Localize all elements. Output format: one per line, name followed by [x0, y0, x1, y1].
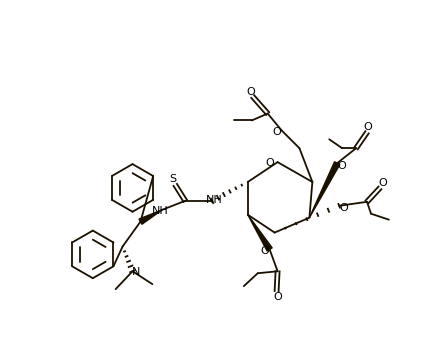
Text: S: S [169, 174, 176, 184]
Text: O: O [273, 292, 281, 302]
Text: O: O [378, 178, 387, 188]
Text: NH: NH [205, 195, 222, 205]
Text: O: O [363, 122, 372, 132]
Text: O: O [264, 158, 273, 168]
Text: O: O [260, 246, 268, 256]
Text: N: N [132, 267, 140, 277]
Text: O: O [246, 87, 255, 97]
Text: NH: NH [152, 206, 168, 216]
Text: O: O [339, 203, 348, 213]
Polygon shape [247, 215, 271, 251]
Polygon shape [139, 210, 162, 224]
Text: O: O [272, 127, 280, 137]
Polygon shape [309, 162, 339, 218]
Text: O: O [337, 161, 346, 171]
